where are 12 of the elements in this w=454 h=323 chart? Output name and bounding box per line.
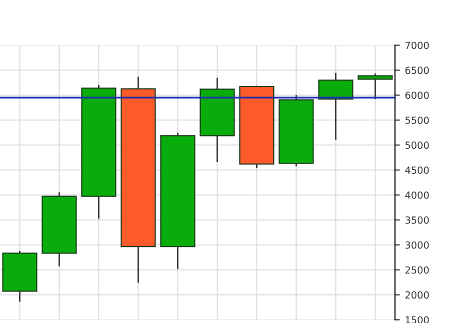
y-tick-label: 4500 — [405, 166, 429, 174]
candlestick — [358, 73, 393, 100]
y-tick-label: 7000 — [406, 42, 429, 50]
y-tick-label: 6000 — [405, 92, 429, 99]
y-tick-label: 3500 — [405, 216, 429, 224]
y-tick-label: 5500 — [405, 116, 429, 124]
y-tick-label: 5000 — [405, 142, 429, 149]
y-tick-label: 2000 — [405, 291, 429, 299]
y-tick-label: 2500 — [405, 266, 429, 274]
y-tick-label: 4000 — [405, 191, 429, 199]
y-tick-label: 3000 — [405, 241, 429, 249]
y-tick-label: 6500 — [405, 66, 429, 74]
